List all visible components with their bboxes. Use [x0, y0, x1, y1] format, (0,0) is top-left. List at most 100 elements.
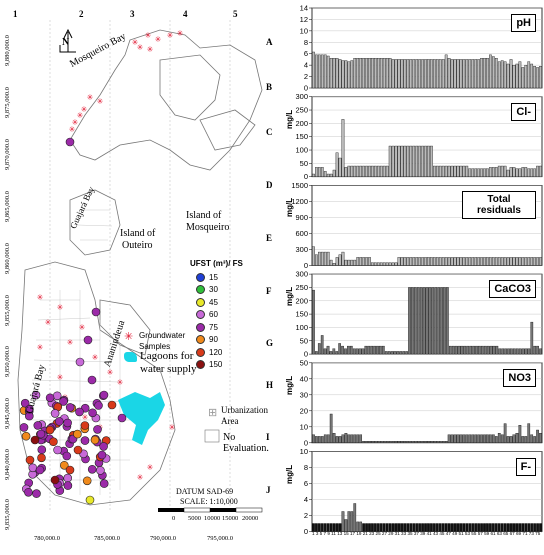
- chart-bar: [489, 54, 492, 89]
- chart-ytick-label: 0: [304, 261, 308, 270]
- sample-dot: [24, 487, 33, 497]
- chart-bar: [530, 434, 534, 443]
- chart-bar: [456, 165, 460, 177]
- map-ytick: 9,850,000.0: [4, 346, 11, 377]
- chart-bar: [515, 523, 519, 532]
- chart-bar: [494, 58, 498, 89]
- chart-bar: [419, 287, 423, 355]
- sample-dot: [85, 495, 95, 505]
- chart-bar: [486, 168, 489, 177]
- chart-bar: [456, 434, 460, 443]
- chart-bar: [450, 257, 454, 266]
- chart-bar: [353, 58, 357, 89]
- chart-bar: [338, 59, 342, 89]
- chart-bar: [376, 262, 380, 266]
- chart-bar: [385, 441, 389, 443]
- sample-star-icon: ✳: [77, 111, 84, 120]
- grid-row-j: J: [266, 485, 271, 495]
- chart-bar: [500, 165, 504, 177]
- chart-panel-5: 0 2 4 6 8 10: [300, 447, 543, 536]
- datum-label: DATUM SAD-69: [176, 487, 234, 496]
- chart-bar: [441, 59, 445, 89]
- grid-row-i: I: [266, 432, 270, 442]
- chart-bar: [326, 173, 330, 177]
- lagoon-legend-icon: [124, 352, 137, 362]
- chart-ytick-label: 10: [300, 422, 308, 431]
- chart-bar: [394, 523, 398, 532]
- chart-bar: [368, 58, 371, 89]
- chart-bar: [352, 348, 356, 355]
- sample-dot: [63, 418, 72, 428]
- sample-dot: [36, 429, 46, 439]
- sample-dot: [87, 464, 97, 474]
- chart-bar: [427, 59, 430, 89]
- sample-dot: [50, 409, 60, 418]
- chart-bar: [318, 523, 321, 532]
- chart-bar: [444, 54, 448, 89]
- chart-bar: [430, 59, 433, 89]
- chart-bar: [364, 345, 368, 355]
- chart-bar: [524, 348, 528, 355]
- chart-bar: [362, 257, 365, 266]
- chart-ytick-label: 1200: [291, 197, 308, 206]
- chart-ytick-label: 50: [300, 159, 308, 168]
- legend-item: 90: [196, 334, 222, 347]
- chart-bar: [424, 145, 427, 177]
- chart-bar: [492, 345, 496, 355]
- chart-bar: [384, 351, 388, 355]
- chart-bar: [438, 165, 442, 177]
- chart-ytick-label: 250: [295, 106, 308, 115]
- chart-bar: [323, 54, 327, 89]
- chart-bar: [315, 54, 318, 89]
- chart-bar: [312, 289, 315, 355]
- sample-dot: [75, 357, 85, 367]
- chart-bar: [421, 145, 424, 177]
- chart-title: CaCO3: [489, 280, 536, 299]
- sample-star-icon: ✳: [137, 43, 144, 52]
- chart-bar: [468, 257, 472, 266]
- chart-bar: [332, 523, 336, 532]
- chart-bar: [447, 434, 451, 443]
- chart-bar: [489, 345, 493, 355]
- chart-bar: [409, 145, 413, 177]
- sample-dot: [90, 435, 100, 445]
- chart-bar: [376, 345, 379, 355]
- chart-title: Cl-: [511, 102, 536, 121]
- chart-bar: [454, 345, 458, 355]
- chart-bar: [326, 251, 330, 266]
- lagoon-shape: [118, 392, 165, 445]
- chart-bar: [441, 523, 445, 532]
- sample-dot: [82, 476, 92, 486]
- map-ytick: 9,835,000.0: [4, 499, 11, 530]
- sample-star-icon: ✳: [81, 105, 88, 114]
- chart-bar: [444, 257, 448, 266]
- sample-star-icon: ✳: [45, 318, 52, 327]
- chart-bar: [438, 59, 442, 89]
- sample-dot: [37, 453, 46, 463]
- chart-bar: [509, 167, 513, 177]
- chart-bar: [509, 59, 513, 89]
- chart-bar: [374, 441, 377, 443]
- chart-bar: [388, 523, 392, 532]
- chart-bar: [397, 441, 401, 443]
- chart-bar: [521, 167, 525, 177]
- chart-bar: [460, 345, 464, 355]
- legend-list: 15 30 45 60 75 90 120 150: [196, 271, 222, 371]
- chart-bar: [341, 434, 345, 443]
- legend-urban-2: Area: [221, 416, 239, 426]
- chart-bar: [422, 287, 426, 355]
- grid-row-e: E: [266, 233, 273, 243]
- sample-dot: [107, 400, 117, 410]
- chart-bar: [368, 441, 371, 443]
- chart-bar: [406, 441, 410, 443]
- chart-bar: [344, 60, 348, 89]
- chart-bar: [438, 441, 442, 443]
- chart-bar: [498, 348, 502, 355]
- chart-bar: [515, 433, 519, 443]
- chart-ytick-label: 12: [300, 15, 308, 24]
- chart-bar: [530, 523, 534, 532]
- chart-bar: [362, 165, 365, 177]
- chart-bar: [359, 257, 363, 266]
- chart-bar: [459, 257, 463, 266]
- chart-title: NO3: [503, 368, 536, 387]
